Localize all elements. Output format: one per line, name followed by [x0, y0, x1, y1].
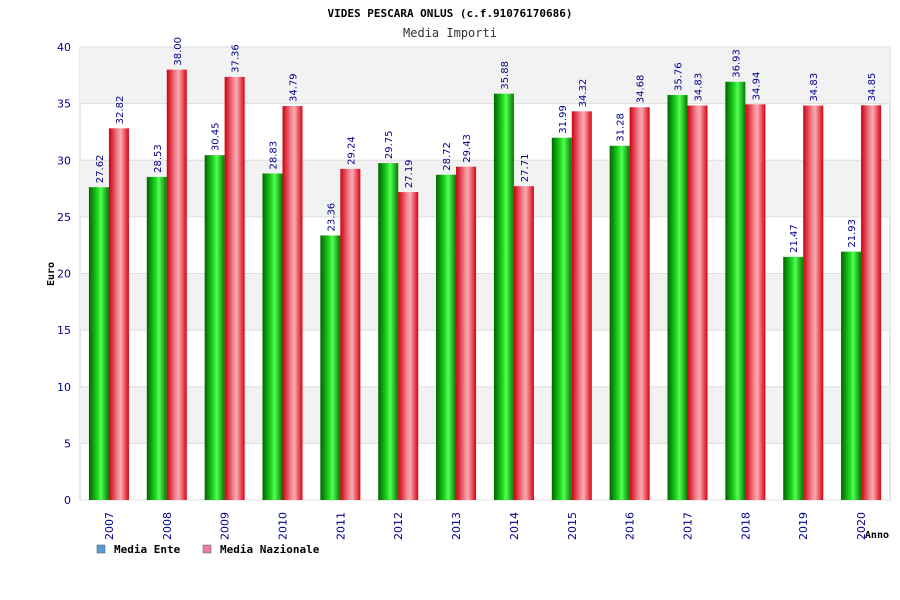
data-label-media-ente: 23.36 [326, 203, 337, 232]
x-tick-label: 2016 [624, 512, 637, 540]
y-tick-label: 5 [64, 437, 71, 450]
legend: Media Ente Media Nazionale [96, 543, 320, 556]
x-axis-ticks: 2007 2008 2009 2010 2011 2012 2013 2014 2015 2016… [103, 512, 868, 540]
bars: 27.62 32.82 28.53 38.00 30.45 37.36 28.83 34.79… [88, 37, 882, 501]
data-label-media-ente: 28.53 [153, 144, 164, 173]
bar-media-nazionale [398, 192, 419, 501]
y-tick-label: 15 [57, 324, 71, 337]
data-label-media-ente: 31.99 [558, 105, 569, 134]
data-label-media-nazionale: 34.94 [751, 72, 762, 101]
grid-band [80, 273, 890, 331]
grid-band [80, 386, 890, 444]
bar-media-nazionale [803, 105, 824, 501]
x-tick-label: 2009 [219, 512, 232, 540]
data-label-media-nazionale: 34.32 [578, 79, 589, 108]
bar-media-nazionale [166, 69, 187, 501]
data-label-media-nazionale: 29.24 [346, 136, 357, 165]
data-label-media-ente: 35.88 [500, 61, 511, 90]
bar-media-ente [262, 173, 283, 500]
data-label-media-ente: 35.76 [674, 62, 685, 91]
data-label-media-nazionale: 34.68 [636, 75, 647, 104]
data-label-media-nazionale: 32.82 [115, 96, 126, 125]
x-tick-label: 2007 [103, 512, 116, 540]
y-tick-label: 20 [57, 268, 71, 281]
bar-media-ente [783, 256, 804, 500]
x-tick-label: 2010 [277, 512, 290, 540]
x-tick-label: 2020 [855, 512, 868, 540]
bar-media-nazionale [108, 128, 129, 500]
bar-media-nazionale [571, 111, 592, 501]
data-label-media-nazionale: 29.43 [462, 134, 473, 163]
y-tick-label: 25 [57, 211, 71, 224]
bar-media-nazionale [687, 105, 708, 501]
bar-media-ente [725, 81, 746, 500]
y-axis-label: Euro [46, 262, 57, 286]
y-tick-label: 35 [57, 98, 71, 111]
bar-media-nazionale [456, 166, 477, 500]
legend-label-media-nazionale: Media Nazionale [220, 543, 320, 556]
data-label-media-ente: 29.75 [384, 130, 395, 159]
bar-media-nazionale [861, 105, 882, 500]
y-tick-label: 40 [57, 41, 71, 54]
bar-media-ente [378, 163, 399, 501]
x-tick-label: 2015 [566, 512, 579, 540]
data-label-media-ente: 31.28 [616, 113, 627, 142]
bar-media-nazionale [745, 104, 766, 500]
bar-media-nazionale [224, 76, 245, 500]
x-tick-label: 2012 [392, 512, 405, 540]
grid-band [80, 47, 890, 104]
data-label-media-nazionale: 34.79 [289, 73, 300, 102]
bar-media-ente [551, 137, 572, 500]
y-tick-label: 0 [64, 494, 71, 507]
bar-media-ente [320, 235, 341, 500]
bar-media-ente [88, 187, 109, 501]
x-axis-label: Anno [865, 530, 889, 541]
data-label-media-ente: 21.93 [847, 219, 858, 248]
bar-media-nazionale [629, 107, 650, 501]
data-label-media-nazionale: 27.19 [404, 159, 415, 188]
legend-swatch-media-nazionale [202, 544, 212, 554]
data-label-media-nazionale: 34.83 [809, 73, 820, 102]
data-label-media-ente: 28.72 [442, 142, 453, 171]
bar-media-ente [667, 95, 688, 500]
bar-media-ente [204, 155, 225, 500]
data-label-media-nazionale: 34.83 [694, 73, 705, 102]
x-tick-label: 2008 [161, 512, 174, 540]
bar-media-nazionale [513, 186, 534, 500]
x-tick-label: 2014 [508, 512, 521, 540]
data-label-media-nazionale: 38.00 [173, 37, 184, 66]
data-label-media-ente: 21.47 [789, 224, 800, 253]
y-tick-label: 10 [57, 381, 71, 394]
bar-media-ente [609, 145, 630, 500]
legend-label-media-ente: Media Ente [114, 543, 181, 556]
x-tick-label: 2011 [334, 512, 347, 540]
bar-media-nazionale [282, 106, 303, 501]
x-tick-label: 2019 [797, 512, 810, 540]
legend-swatch-media-ente [96, 544, 106, 554]
chart-title: VIDES PESCARA ONLUS (c.f.91076170686) [327, 7, 572, 20]
data-label-media-ente: 30.45 [211, 123, 222, 152]
y-axis-ticks: 0 5 10 15 20 25 30 35 40 [57, 41, 71, 507]
data-label-media-nazionale: 37.36 [231, 44, 242, 73]
bar-media-ente [493, 93, 514, 500]
x-tick-label: 2018 [739, 512, 752, 540]
x-tick-label: 2013 [450, 512, 463, 540]
bar-media-nazionale [340, 168, 361, 500]
bar-media-ente [436, 174, 457, 500]
bar-media-ente [146, 176, 167, 500]
chart-subtitle: Media Importi [403, 26, 497, 40]
data-label-media-ente: 27.62 [95, 155, 106, 184]
bar-media-ente [841, 251, 862, 500]
x-tick-label: 2017 [682, 512, 695, 540]
grid-band [80, 160, 890, 217]
data-label-media-nazionale: 34.85 [867, 73, 878, 102]
data-label-media-ente: 28.83 [269, 141, 280, 170]
data-label-media-nazionale: 27.71 [520, 154, 531, 183]
data-label-media-ente: 36.93 [731, 49, 742, 78]
y-tick-label: 30 [57, 154, 71, 167]
